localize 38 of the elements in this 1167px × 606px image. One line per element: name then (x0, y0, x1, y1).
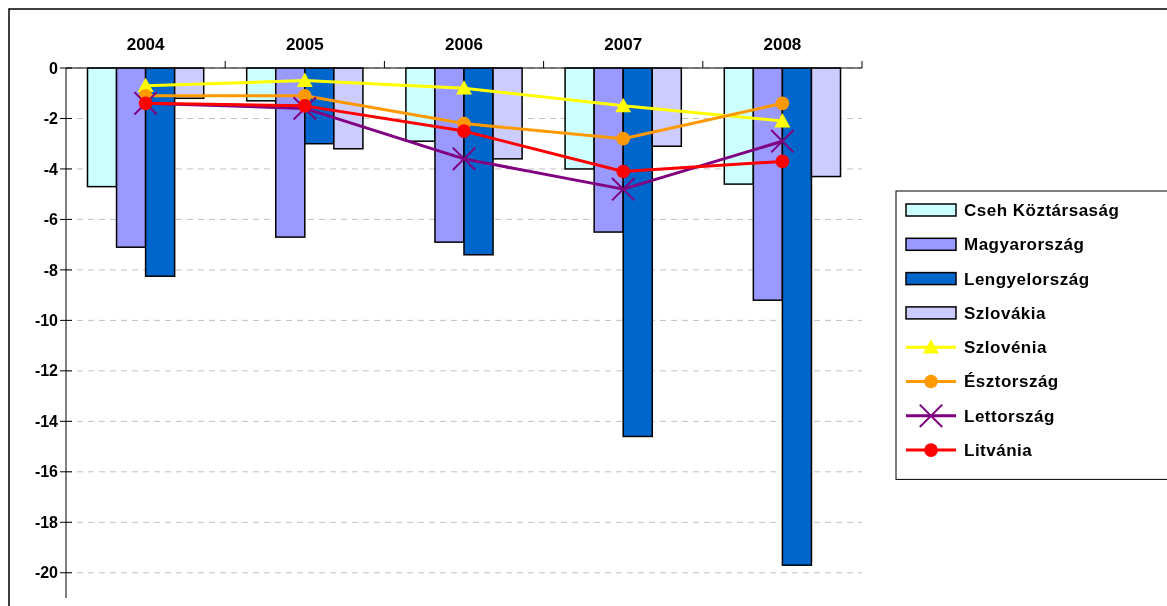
x-tick-label: 2007 (604, 35, 643, 54)
y-tick-label: -18 (34, 513, 59, 531)
y-tick-label: -14 (34, 412, 59, 430)
y-tick-label: -12 (34, 362, 59, 380)
point (615, 97, 632, 113)
point (457, 124, 471, 138)
point (456, 80, 472, 95)
point (774, 113, 791, 128)
y-tick-label: -6 (43, 211, 59, 229)
point (138, 96, 153, 111)
point (775, 154, 790, 169)
legend-label: Észtország (964, 372, 1059, 392)
x-tick-label: 2008 (763, 35, 802, 54)
y-tick-label: 0 (49, 59, 59, 77)
y-tick-label: -2 (43, 110, 59, 128)
point (451, 146, 477, 172)
x-tick-label: 2004 (126, 35, 166, 54)
x-tick-label: 2005 (285, 35, 324, 54)
point (616, 131, 630, 146)
y-tick-label: -8 (43, 261, 59, 279)
y-tick-label: -10 (34, 311, 59, 329)
y-tick-label: -16 (34, 463, 59, 481)
point (770, 128, 795, 154)
legend-label: Litvánia (964, 441, 1033, 461)
legend-label: Lengyelország (964, 269, 1090, 289)
point (775, 96, 790, 111)
point (298, 99, 312, 113)
legend-label: Magyarország (964, 235, 1085, 255)
point (611, 176, 636, 202)
point (296, 72, 313, 88)
legend-label: Cseh Köztársaság (964, 200, 1120, 220)
y-tick-label: -4 (43, 160, 59, 178)
legend-label: Lettország (964, 406, 1055, 426)
y-tick-label: -20 (34, 564, 59, 582)
legend-label: Szlovákia (964, 303, 1047, 323)
point (616, 164, 630, 179)
legend-label: Szlovénia (964, 338, 1047, 358)
x-tick-label: 2006 (445, 35, 483, 54)
